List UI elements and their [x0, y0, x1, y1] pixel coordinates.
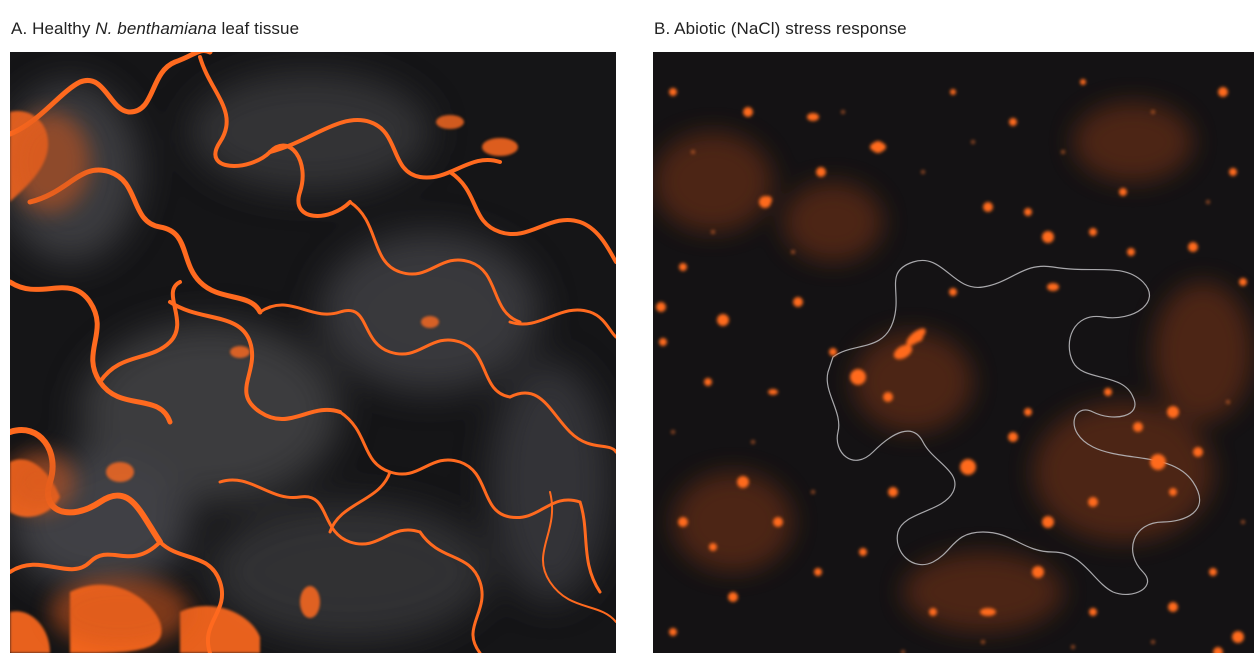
fluorescent-organelles [656, 79, 1247, 653]
panel-a-title-prefix: A. Healthy [11, 19, 96, 38]
fluorescence-glow [10, 112, 190, 647]
cytoplasm-haze [653, 102, 1253, 632]
healthy-leaf-micrograph-svg [10, 52, 616, 653]
panel-a-title-suffix: leaf tissue [216, 19, 300, 38]
dim-speckles [671, 110, 1245, 653]
panel-b-title: B. Abiotic (NaCl) stress response [654, 19, 907, 38]
stressed-leaf-micrograph-svg [653, 52, 1254, 653]
cell-walls [10, 52, 616, 653]
panel-a-title-species: N. benthamiana [95, 19, 217, 38]
stressed-leaf-micrograph [653, 52, 1254, 653]
panel-a-title: A. Healthy N. benthamiana leaf tissue [11, 19, 299, 39]
healthy-leaf-micrograph [10, 52, 616, 653]
outlined-cell [826, 259, 1201, 596]
